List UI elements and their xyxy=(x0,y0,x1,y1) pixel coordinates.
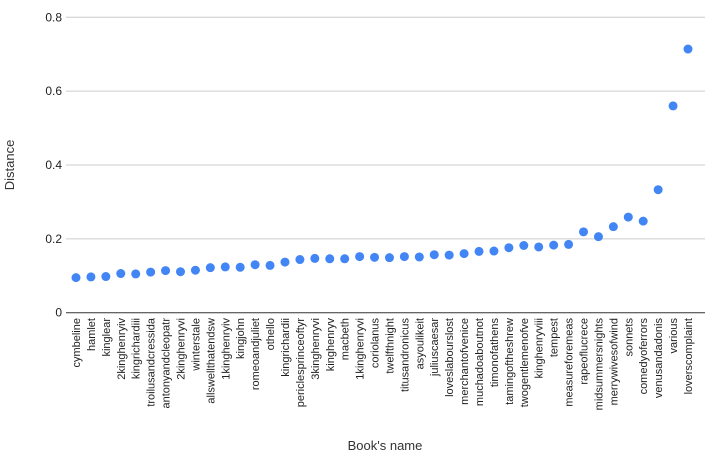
x-category-label: twogentlemenofve xyxy=(519,318,531,407)
data-point[interactable] xyxy=(146,267,156,277)
x-category-label: muchadoaboutnot xyxy=(474,318,486,406)
data-point[interactable] xyxy=(265,260,275,270)
y-axis-title: Distance xyxy=(2,140,17,191)
data-point[interactable] xyxy=(86,272,96,282)
x-category-label: 2kinghenryvi xyxy=(175,318,187,380)
x-category-label: kinghenryviii xyxy=(534,318,546,379)
y-tick-label: 0.4 xyxy=(45,158,62,172)
x-category-label: 2kinghenryiv xyxy=(116,318,128,380)
x-category-label: merrywivesofwind xyxy=(608,318,620,405)
data-point[interactable] xyxy=(534,242,544,252)
data-point[interactable] xyxy=(414,252,424,262)
x-axis-category-labels: cymbeline hamlet kinglear 2kinghenryiv kingr… xyxy=(71,317,695,410)
data-point[interactable] xyxy=(161,266,171,276)
data-point[interactable] xyxy=(370,252,380,262)
x-category-label: othello xyxy=(265,318,277,350)
x-category-label: asyoulikeit xyxy=(414,318,426,369)
x-category-label: coriolanus xyxy=(370,318,382,369)
x-axis-title: Book's name xyxy=(348,438,423,453)
data-point[interactable] xyxy=(190,265,200,275)
x-category-label: rapeoflucrece xyxy=(579,318,591,385)
data-point[interactable] xyxy=(549,240,559,250)
data-point[interactable] xyxy=(340,254,350,264)
x-category-label: loverscomplaint xyxy=(683,318,695,394)
data-points xyxy=(71,44,693,283)
data-point[interactable] xyxy=(474,246,484,256)
x-category-label: 1kinghenryvi xyxy=(355,318,367,380)
data-point[interactable] xyxy=(459,249,469,259)
data-point[interactable] xyxy=(295,255,305,265)
x-category-label: venusandadonis xyxy=(653,318,665,399)
x-category-label: kingjohn xyxy=(235,318,247,359)
x-category-label: 1kinghenryiv xyxy=(220,318,232,380)
data-point[interactable] xyxy=(608,222,618,232)
data-point[interactable] xyxy=(325,254,335,264)
data-point[interactable] xyxy=(399,252,409,262)
data-point[interactable] xyxy=(101,272,111,282)
data-point[interactable] xyxy=(175,267,185,277)
x-category-label: sonnets xyxy=(623,318,635,357)
data-point[interactable] xyxy=(653,185,663,195)
x-category-label: comedyoferrors xyxy=(638,318,650,395)
data-point[interactable] xyxy=(444,250,454,260)
data-point[interactable] xyxy=(638,216,648,226)
data-point[interactable] xyxy=(280,257,290,267)
data-point[interactable] xyxy=(593,232,603,242)
x-category-label: twelfthnight xyxy=(384,318,396,374)
data-point[interactable] xyxy=(489,246,499,256)
data-point[interactable] xyxy=(220,262,230,272)
data-point[interactable] xyxy=(250,260,260,270)
x-category-label: merchantofvenice xyxy=(459,318,471,405)
x-category-label: romeoandjuliet xyxy=(250,318,262,390)
x-category-label: timonofathens xyxy=(489,318,501,388)
data-point[interactable] xyxy=(235,262,245,272)
x-category-label: measureforemeas xyxy=(564,318,576,407)
x-category-label: kingrichardii xyxy=(280,318,292,377)
x-category-label: allswellthatendsw xyxy=(205,318,217,404)
data-point[interactable] xyxy=(116,269,126,279)
data-point[interactable] xyxy=(683,44,693,54)
x-category-label: juliuscaesar xyxy=(429,318,441,377)
data-point[interactable] xyxy=(355,252,365,262)
x-category-label: kinghenryv xyxy=(325,318,337,372)
data-point[interactable] xyxy=(564,239,574,249)
y-tick-label: 0.8 xyxy=(45,10,62,24)
data-point[interactable] xyxy=(131,269,141,279)
data-point[interactable] xyxy=(310,253,320,263)
x-category-label: various xyxy=(668,318,680,354)
y-axis-tick-labels: 0 0.2 0.4 0.6 0.8 xyxy=(45,10,62,319)
data-point[interactable] xyxy=(205,263,215,273)
x-category-label: troilusandcressida xyxy=(146,317,158,407)
x-category-label: kinglear xyxy=(101,318,113,357)
x-category-label: kingrichardiii xyxy=(131,318,143,379)
data-point[interactable] xyxy=(384,253,394,263)
x-category-label: hamlet xyxy=(86,318,98,351)
x-category-label: winterstale xyxy=(190,318,202,372)
data-point[interactable] xyxy=(668,101,678,111)
x-category-label: 3kinghenryvi xyxy=(310,318,322,380)
data-point[interactable] xyxy=(579,227,589,237)
x-category-label: tempest xyxy=(549,318,561,357)
data-point[interactable] xyxy=(71,273,81,283)
x-category-label: antonyandcleopatr xyxy=(161,318,173,409)
y-tick-label: 0.2 xyxy=(45,232,62,246)
x-category-label: titusandronicus xyxy=(399,318,411,392)
x-category-label: macbeth xyxy=(340,318,352,360)
x-category-label: midsummersnights xyxy=(593,318,605,411)
data-point[interactable] xyxy=(429,250,439,260)
x-category-label: loveslabourslost xyxy=(444,318,456,397)
data-point[interactable] xyxy=(519,240,529,250)
y-tick-label: 0 xyxy=(55,306,62,320)
data-point[interactable] xyxy=(504,243,514,253)
x-category-label: tamingoftheshrew xyxy=(504,318,516,405)
x-category-label: cymbeline xyxy=(71,318,83,368)
y-tick-label: 0.6 xyxy=(45,84,62,98)
data-point[interactable] xyxy=(623,212,633,222)
x-category-label: periclesprinceoftyr xyxy=(295,318,307,408)
